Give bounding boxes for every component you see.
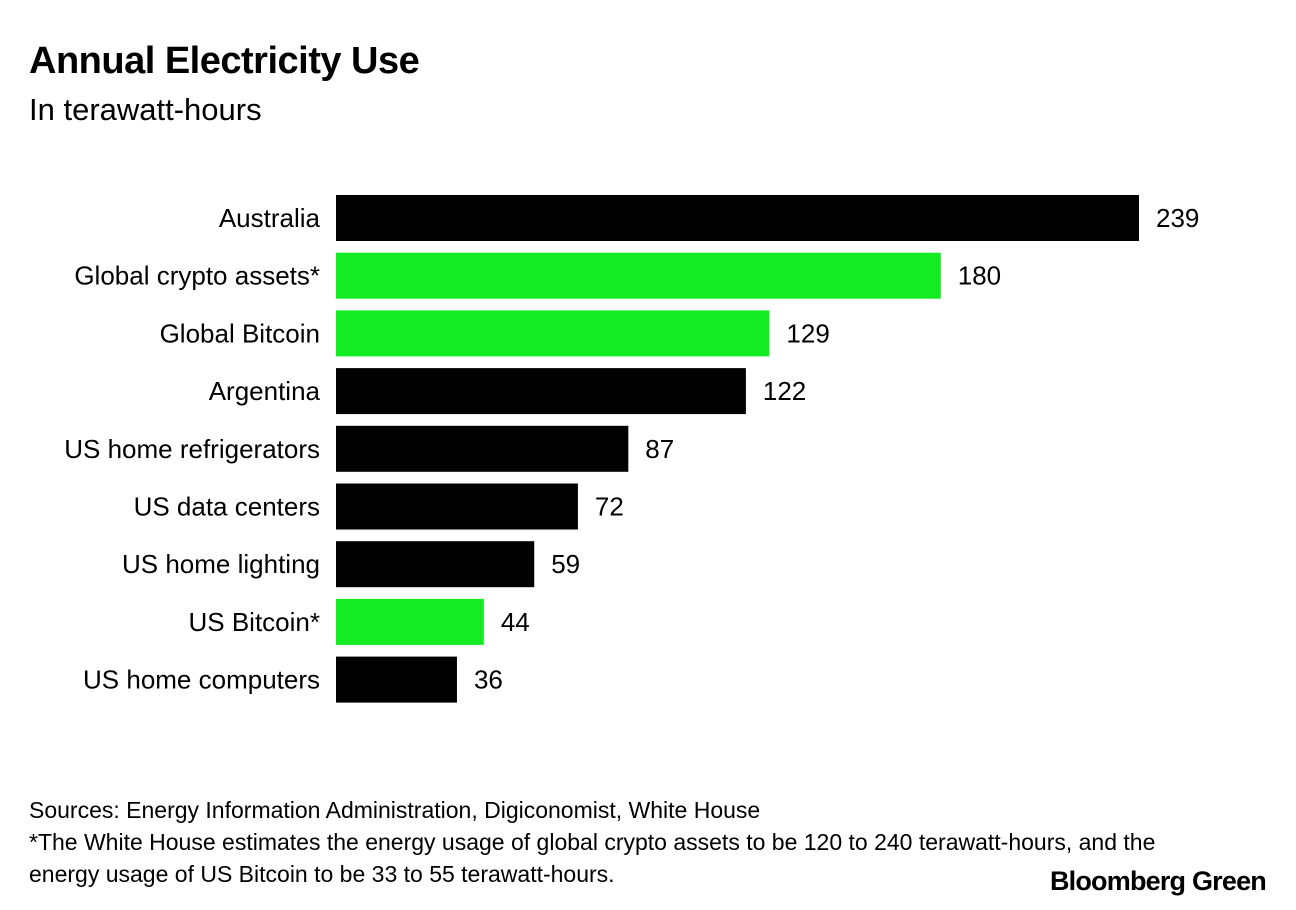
chart-title: Annual Electricity Use [29, 40, 420, 82]
data-label: 59 [551, 549, 580, 579]
category-label: US home computers [83, 665, 320, 695]
category-label: Argentina [209, 376, 321, 406]
category-label: US data centers [134, 492, 320, 522]
category-label: US home refrigerators [64, 434, 320, 464]
sources-text: Sources: Energy Information Administrati… [29, 797, 761, 823]
data-label: 44 [501, 607, 530, 637]
footnote-text: *The White House estimates the energy us… [29, 829, 1156, 887]
data-label: 129 [786, 318, 829, 348]
data-label: 36 [474, 665, 503, 695]
bar [336, 483, 578, 530]
category-label: US home lighting [122, 549, 320, 579]
data-label: 239 [1156, 203, 1199, 233]
brand-logo: Bloomberg Green [1049, 866, 1267, 896]
bar [336, 368, 746, 415]
bar [336, 598, 484, 645]
chart-subtitle: In terawatt-hours [29, 92, 262, 127]
data-label: 122 [763, 376, 806, 406]
bar [336, 195, 1139, 241]
bar [336, 310, 770, 357]
category-label: Global crypto assets* [74, 261, 320, 291]
category-label: Australia [219, 203, 321, 233]
data-label: 87 [645, 434, 674, 464]
bar [336, 252, 941, 299]
data-label: 180 [958, 261, 1001, 291]
bar [336, 541, 535, 588]
category-label: US Bitcoin* [189, 607, 321, 637]
category-label: Global Bitcoin [160, 318, 320, 348]
bar [336, 425, 629, 472]
bar [336, 656, 457, 703]
data-label: 72 [595, 492, 624, 522]
